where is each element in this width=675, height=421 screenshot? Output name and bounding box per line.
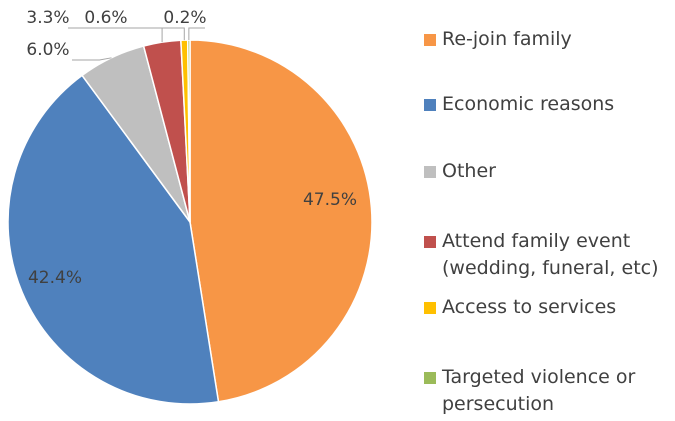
legend-item: Targeted violence or persecution [424,364,664,418]
leader-line [72,57,112,61]
leader-line [126,27,185,41]
legend-swatch [424,99,436,111]
legend-item: Attend family event (wedding, funeral, e… [424,228,664,282]
legend-label: Access to services [442,296,617,318]
legend-label: Targeted violence or persecution [442,366,636,415]
data-label: 3.3% [26,8,69,28]
legend-label: Re-join family [442,28,572,50]
data-label: 42.4% [28,268,82,288]
pie-slice [189,39,373,403]
legend-swatch [424,166,436,178]
legend-item: Economic reasons [424,91,664,118]
legend-label: Other [442,160,496,182]
legend-item: Other [424,158,664,185]
legend-swatch [424,236,436,248]
legend-swatch [424,302,436,314]
legend-label: Attend family event (wedding, funeral, e… [442,230,659,279]
data-label: 0.2% [163,8,206,28]
legend-swatch [424,34,436,46]
data-label: 6.0% [26,40,69,60]
pie-slice [7,74,220,405]
legend-item: Access to services [424,294,664,321]
legend-swatch [424,372,436,384]
legend-item: Re-join family [424,26,664,53]
leader-line [68,27,163,43]
leader-line [188,27,205,41]
pie-slice [186,39,191,223]
legend-label: Economic reasons [442,93,615,115]
data-label: 0.6% [84,8,127,28]
data-label: 47.5% [303,190,357,210]
